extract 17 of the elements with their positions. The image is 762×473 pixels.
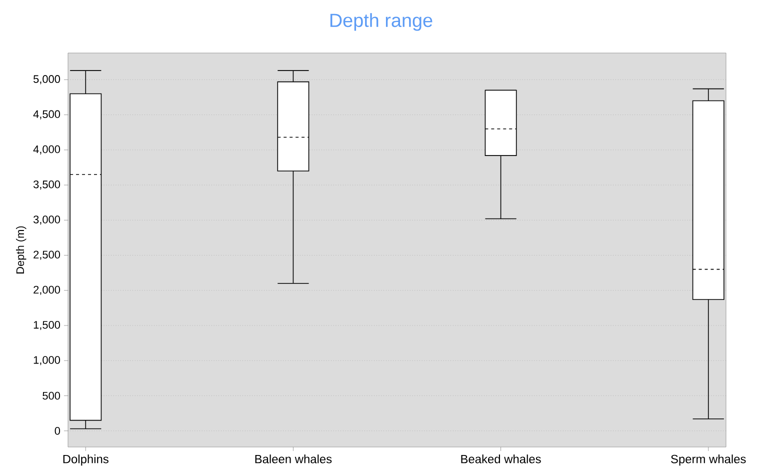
y-tick-label: 5,000 [33, 75, 60, 84]
y-tick-label: 1,500 [34, 320, 60, 330]
y-tick-label: 2,500 [34, 250, 60, 260]
chart-title: Depth range [330, 13, 432, 31]
x-tick-label: Baleen whales [255, 454, 332, 464]
y-tick-label: 3,500 [33, 180, 60, 190]
y-tick-label: 500 [42, 392, 60, 400]
y-tick-label: 4,500 [33, 110, 60, 120]
x-tick-label: Sperm whales [671, 454, 746, 466]
x-tick-label: Dolphins [63, 454, 108, 466]
y-tick-label: 3,000 [33, 216, 60, 225]
y-tick-label: 4,000 [33, 145, 60, 154]
y-axis-title: Depth (m) [16, 226, 26, 274]
y-tick-label: 2,000 [34, 286, 60, 295]
y-tick-label: 0 [54, 426, 60, 435]
x-tick-label: Beaked whales [461, 454, 541, 464]
y-tick-label: 1,000 [34, 356, 60, 366]
